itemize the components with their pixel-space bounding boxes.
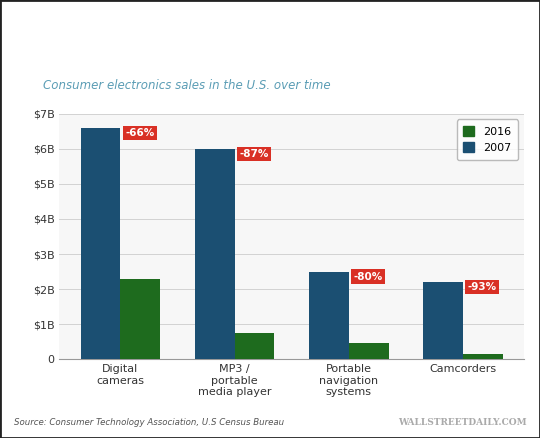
Bar bbox=[80, 128, 120, 359]
Bar bbox=[194, 149, 234, 359]
Bar bbox=[120, 279, 160, 359]
Text: The Smartphone Victims: The Smartphone Victims bbox=[14, 18, 302, 39]
Bar bbox=[423, 282, 463, 359]
Text: -87%: -87% bbox=[239, 149, 268, 159]
Bar bbox=[234, 333, 274, 359]
Text: -80%: -80% bbox=[353, 272, 382, 282]
Legend: 2016, 2007: 2016, 2007 bbox=[457, 120, 518, 160]
Bar bbox=[349, 343, 389, 359]
Text: -93%: -93% bbox=[467, 282, 496, 292]
Text: Consumer electronics sales in the U.S. over time: Consumer electronics sales in the U.S. o… bbox=[43, 79, 331, 92]
Text: -66%: -66% bbox=[125, 128, 154, 138]
Text: Source: Consumer Technology Association, U.S Census Bureau: Source: Consumer Technology Association,… bbox=[14, 418, 284, 427]
Bar bbox=[309, 272, 349, 359]
Text: WALLSTREETDAILY.COM: WALLSTREETDAILY.COM bbox=[398, 418, 526, 427]
Bar bbox=[463, 354, 503, 359]
